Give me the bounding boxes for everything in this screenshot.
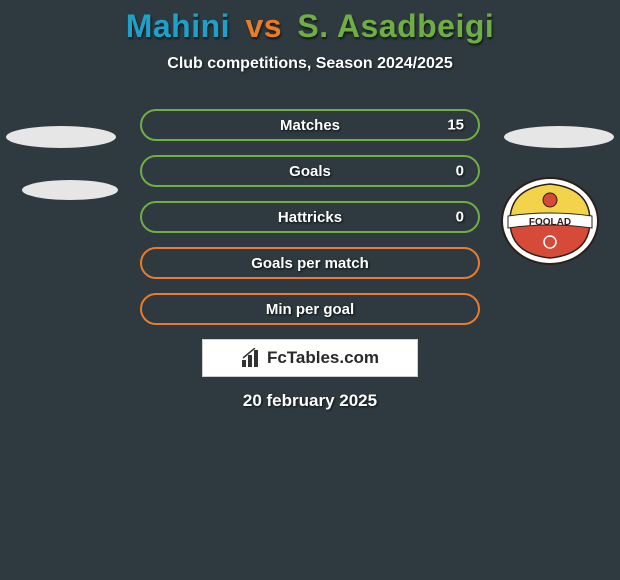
- comparison-card: Mahini vs S. Asadbeigi Club competitions…: [0, 0, 620, 411]
- stat-label: Goals: [289, 163, 331, 180]
- stat-right-value: 0: [456, 163, 464, 180]
- stat-row-min-per-goal: Min per goal: [140, 293, 480, 325]
- stat-label: Goals per match: [251, 255, 369, 272]
- stat-row-goals-per-match: Goals per match: [140, 247, 480, 279]
- svg-text:FOOLAD: FOOLAD: [529, 217, 571, 228]
- player2-name: S. Asadbeigi: [297, 8, 494, 44]
- player1-name: Mahini: [126, 8, 230, 44]
- player2-avatar-placeholder: [504, 126, 614, 148]
- stat-label: Matches: [280, 117, 340, 134]
- stat-row-hattricks: Hattricks 0: [140, 201, 480, 233]
- foolad-fc-logo: FOOLAD: [500, 176, 600, 266]
- stat-row-matches: Matches 15: [140, 109, 480, 141]
- subtitle: Club competitions, Season 2024/2025: [0, 55, 620, 73]
- player1-club-placeholder: [22, 180, 118, 200]
- bar-chart-icon: [241, 348, 263, 368]
- stat-label: Hattricks: [278, 209, 342, 226]
- stat-right-value: 15: [447, 117, 464, 134]
- stat-label: Min per goal: [266, 301, 354, 318]
- brand-text: FcTables.com: [267, 348, 379, 368]
- stat-right-value: 0: [456, 209, 464, 226]
- date-label: 20 february 2025: [0, 391, 620, 411]
- stats-list: Matches 15 Goals 0 Hattricks 0 Goals per…: [140, 109, 480, 325]
- fctables-link[interactable]: FcTables.com: [202, 339, 418, 377]
- player1-avatar-placeholder: [6, 126, 116, 148]
- vs-label: vs: [245, 8, 282, 44]
- page-title: Mahini vs S. Asadbeigi: [0, 8, 620, 45]
- stat-row-goals: Goals 0: [140, 155, 480, 187]
